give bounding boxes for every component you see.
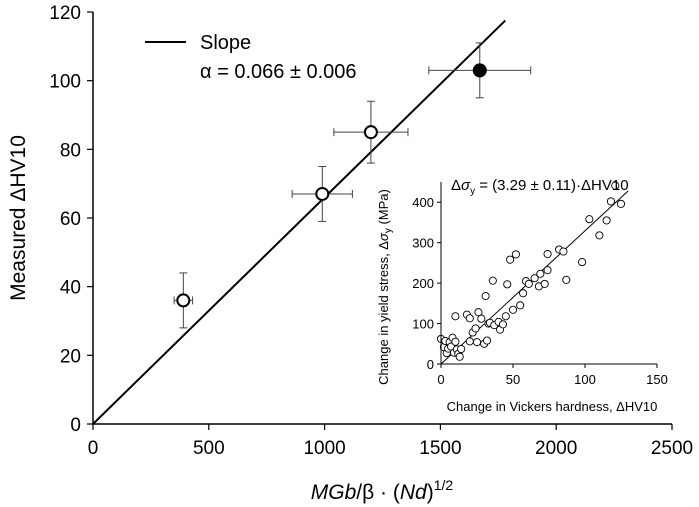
main-y-tick-label: 60	[60, 209, 81, 230]
inset-data-point	[498, 320, 507, 329]
inset-data-point	[519, 289, 528, 298]
inset-data-point	[543, 249, 552, 259]
inset-y-tick-label: 300	[412, 236, 434, 251]
inset-y-tick-label: 200	[412, 276, 434, 291]
inset-data-point	[503, 280, 512, 289]
inset-x-tick-label: 150	[646, 372, 668, 387]
inset-data-point	[457, 344, 466, 354]
main-y-tick-label: 80	[60, 140, 81, 161]
inset-data-point	[488, 276, 497, 285]
main-marks	[92, 19, 532, 425]
legend-slope-label: Slope	[200, 32, 251, 54]
inset-data-point	[616, 199, 626, 208]
inset-data-point	[471, 324, 480, 333]
inset-data-point	[611, 181, 620, 190]
inset-data-point	[530, 274, 539, 283]
inset-data-point	[516, 301, 525, 310]
main-x-axis-title: MGb/β · (Nd)1/2	[311, 477, 454, 504]
main-x-tick-label: 500	[193, 438, 225, 459]
main-y-tick-label: 20	[60, 346, 81, 367]
inset-y-tick-label: 400	[412, 195, 434, 210]
inset-x-tick-label: 100	[574, 372, 596, 387]
inset-equation: Δσy = (3.29 ± 0.11)·ΔHV10	[451, 177, 629, 197]
main-data-point	[315, 186, 330, 201]
inset-data-point	[585, 215, 594, 224]
inset-plot: 0 50 100 150 0 100 200 300 400 Δσy = (3.29 ± 0.1…	[376, 177, 668, 414]
inset-data-point	[562, 275, 571, 284]
main-data-point	[472, 63, 487, 78]
inset-data-point	[465, 314, 474, 323]
inset-data-point	[465, 337, 474, 346]
inset-y-axis-title: Change in yield stress, Δσy (MPa)	[376, 189, 394, 385]
inset-ticks: 0 50 100 150 0 100 200 300 400	[412, 195, 668, 387]
inset-data-point	[474, 308, 483, 317]
main-x-tick-label: 1000	[303, 438, 345, 459]
main-x-tick-label: 2000	[535, 438, 577, 459]
main-data-point	[176, 293, 191, 308]
inset-data-point	[506, 255, 515, 264]
inset-data-point	[524, 279, 533, 288]
inset-marks	[436, 181, 629, 365]
main-y-tick-label: 0	[70, 415, 81, 436]
inset-y-tick-label: 100	[412, 317, 434, 332]
inset-data-point	[606, 197, 615, 206]
main-x-tick-label: 2500	[651, 438, 693, 459]
inset-data-point	[508, 305, 518, 314]
inset-data-point	[472, 338, 482, 347]
inset-data-point	[483, 336, 492, 345]
inset-data-point	[477, 314, 486, 323]
legend-alpha-value: α = 0.066 ± 0.006	[200, 61, 357, 83]
inset-data-point	[536, 269, 545, 278]
inset-data-point	[543, 266, 552, 275]
inset-y-tick-label: 0	[427, 357, 434, 372]
inset-data-point	[481, 292, 490, 301]
inset-x-tick-label: 50	[506, 372, 520, 387]
inset-x-axis-title: Change in Vickers hardness, ΔHV10	[447, 399, 658, 414]
main-x-tick-label: 1500	[419, 438, 461, 459]
main-fit-line	[92, 19, 506, 425]
main-y-tick-label: 40	[60, 278, 81, 299]
main-data-point	[363, 125, 378, 140]
inset-data-point	[540, 279, 549, 288]
inset-data-point	[559, 247, 568, 256]
inset-data-point	[578, 258, 587, 267]
main-y-tick-label: 120	[49, 3, 81, 24]
inset-data-point	[511, 250, 520, 259]
main-y-tick-label: 100	[49, 72, 81, 93]
main-y-axis-title: Measured ΔHV10	[7, 135, 30, 301]
inset-data-point	[451, 312, 460, 321]
inset-data-point	[501, 312, 510, 321]
inset-data-point	[595, 231, 604, 240]
inset-data-point	[602, 216, 611, 225]
inset-data-point	[451, 337, 460, 346]
inset-x-tick-label: 0	[437, 372, 444, 387]
inset-data-point	[455, 352, 464, 361]
main-x-tick-label: 0	[88, 438, 99, 459]
